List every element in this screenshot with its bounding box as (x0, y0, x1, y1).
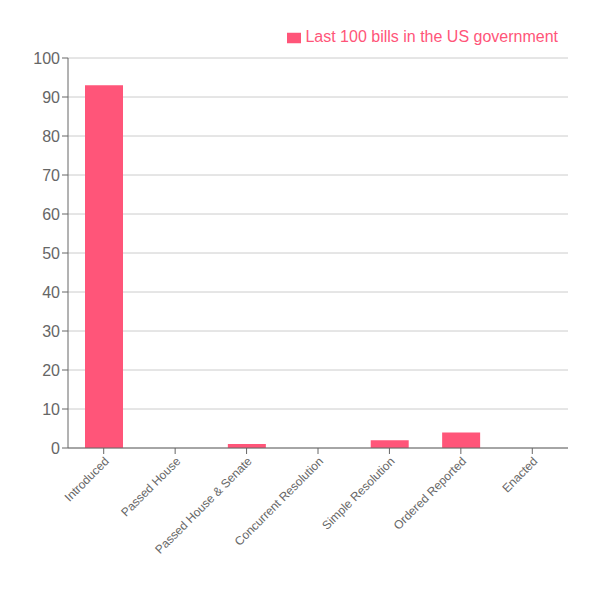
svg-text:30: 30 (42, 323, 60, 340)
svg-text:60: 60 (42, 206, 60, 223)
svg-text:90: 90 (42, 89, 60, 106)
svg-text:40: 40 (42, 284, 60, 301)
svg-text:Passed House: Passed House (118, 454, 183, 519)
svg-text:Concurrent Resolution: Concurrent Resolution (232, 454, 326, 548)
svg-text:20: 20 (42, 362, 60, 379)
svg-text:80: 80 (42, 128, 60, 145)
svg-text:50: 50 (42, 245, 60, 262)
svg-text:Introduced: Introduced (62, 454, 112, 504)
svg-text:10: 10 (42, 401, 60, 418)
svg-text:Passed House & Senate: Passed House & Senate (152, 454, 255, 557)
svg-text:70: 70 (42, 167, 60, 184)
html-text:Last 100 bills in the US gover: Last 100 bills in the US government (305, 28, 558, 45)
svg-text:100: 100 (33, 50, 60, 67)
svg-text:0: 0 (51, 440, 60, 457)
svg-text:Ordered Reported: Ordered Reported (391, 454, 469, 532)
svg-text:Enacted: Enacted (499, 454, 540, 495)
svg-text:Simple Resolution: Simple Resolution (319, 454, 397, 532)
